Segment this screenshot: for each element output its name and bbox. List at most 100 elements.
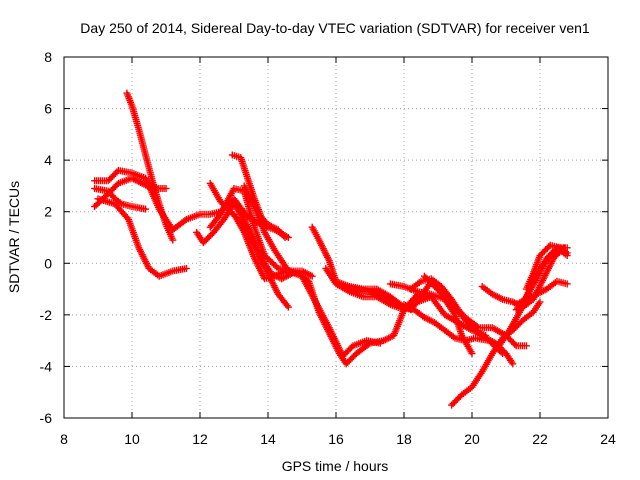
data-point <box>522 272 536 293</box>
data-point <box>400 301 416 313</box>
data-point <box>563 280 571 288</box>
series-track-6 <box>193 200 292 311</box>
x-tick-label: 18 <box>396 431 412 447</box>
data-point <box>352 285 372 295</box>
axis-ticks <box>63 56 609 419</box>
y-tick-label: -6 <box>40 410 53 426</box>
data-point <box>339 343 356 360</box>
data-point <box>281 234 289 241</box>
data-point <box>240 182 258 209</box>
y-tick-label: 0 <box>44 255 52 271</box>
data-point <box>451 303 468 322</box>
data-point <box>247 234 264 260</box>
data-point <box>471 326 488 341</box>
data-point <box>543 279 559 293</box>
data-point <box>563 249 571 257</box>
data-point <box>482 334 498 346</box>
data-point <box>128 203 148 213</box>
x-tick-label: 10 <box>124 431 140 447</box>
data-point <box>519 310 535 324</box>
x-axis-title: GPS time / hours <box>282 458 389 474</box>
x-tick-label: 24 <box>600 431 616 447</box>
data-point <box>342 351 359 368</box>
data-point <box>250 254 268 281</box>
data-point <box>206 179 223 204</box>
data-point <box>145 264 161 279</box>
data-point <box>284 303 292 311</box>
y-tick-label: 6 <box>44 101 52 117</box>
data-point <box>182 264 190 272</box>
data-point <box>308 272 316 280</box>
y-tick-label: -4 <box>40 358 53 374</box>
data-point <box>142 205 150 213</box>
data-point <box>363 337 382 347</box>
data-point <box>380 293 399 308</box>
data-point <box>386 280 406 290</box>
x-tick-label: 16 <box>328 431 344 447</box>
y-tick-label: 4 <box>44 152 52 168</box>
data-point <box>315 236 332 263</box>
data-point <box>94 195 117 207</box>
data-point <box>495 328 512 350</box>
data-point <box>125 215 142 250</box>
data-point <box>199 230 216 247</box>
y-axis-title: SDTVAR / TECUs <box>6 181 22 293</box>
data-point <box>522 342 530 350</box>
data-point <box>546 241 562 251</box>
x-tick-label: 12 <box>192 431 208 447</box>
data-point <box>128 102 142 131</box>
data-point <box>210 217 227 236</box>
data-point <box>556 244 569 256</box>
data-point <box>468 350 476 358</box>
x-tick-label: 20 <box>464 431 480 447</box>
series-track-24 <box>512 277 571 309</box>
data-point <box>128 169 148 181</box>
data-point <box>461 316 478 333</box>
data-point <box>148 177 163 206</box>
data-point <box>196 210 212 218</box>
y-tick-label: 2 <box>44 204 52 220</box>
data-point <box>135 125 149 157</box>
data-point <box>155 268 175 280</box>
data-point <box>261 228 278 253</box>
y-tick-label: -2 <box>40 307 53 323</box>
data-point <box>182 211 202 223</box>
data-point <box>162 221 176 242</box>
data-point <box>114 166 134 177</box>
data-point <box>376 339 384 347</box>
data-point <box>169 236 177 244</box>
data-point <box>274 290 291 310</box>
data-point <box>390 308 407 339</box>
data-point <box>250 203 268 235</box>
series-track-11 <box>240 182 384 360</box>
data-point <box>271 246 291 273</box>
data-point <box>468 369 485 391</box>
chart-title: Day 250 of 2014, Sidereal Day-to-day VTE… <box>80 20 590 36</box>
data-point <box>380 332 396 345</box>
data-point <box>169 217 189 234</box>
y-tick-label: 8 <box>44 49 52 65</box>
data-point <box>349 337 369 350</box>
data-point <box>169 265 188 275</box>
data-point <box>142 151 156 183</box>
data-point <box>104 168 121 185</box>
data-point <box>237 154 251 180</box>
data-point <box>478 351 495 376</box>
data-point <box>123 89 135 108</box>
data-point <box>308 223 322 242</box>
grid-lines <box>64 57 608 418</box>
series-track-5 <box>123 89 177 244</box>
data-point <box>407 279 423 293</box>
data-point <box>206 212 223 231</box>
data-point <box>206 208 222 218</box>
data-point <box>114 175 134 187</box>
data-point <box>274 226 288 240</box>
data-point <box>505 310 523 334</box>
data-point <box>352 340 372 358</box>
series-track-23 <box>522 241 571 293</box>
data-point <box>366 288 386 300</box>
data-point <box>509 360 517 368</box>
series-track-4 <box>94 195 190 280</box>
